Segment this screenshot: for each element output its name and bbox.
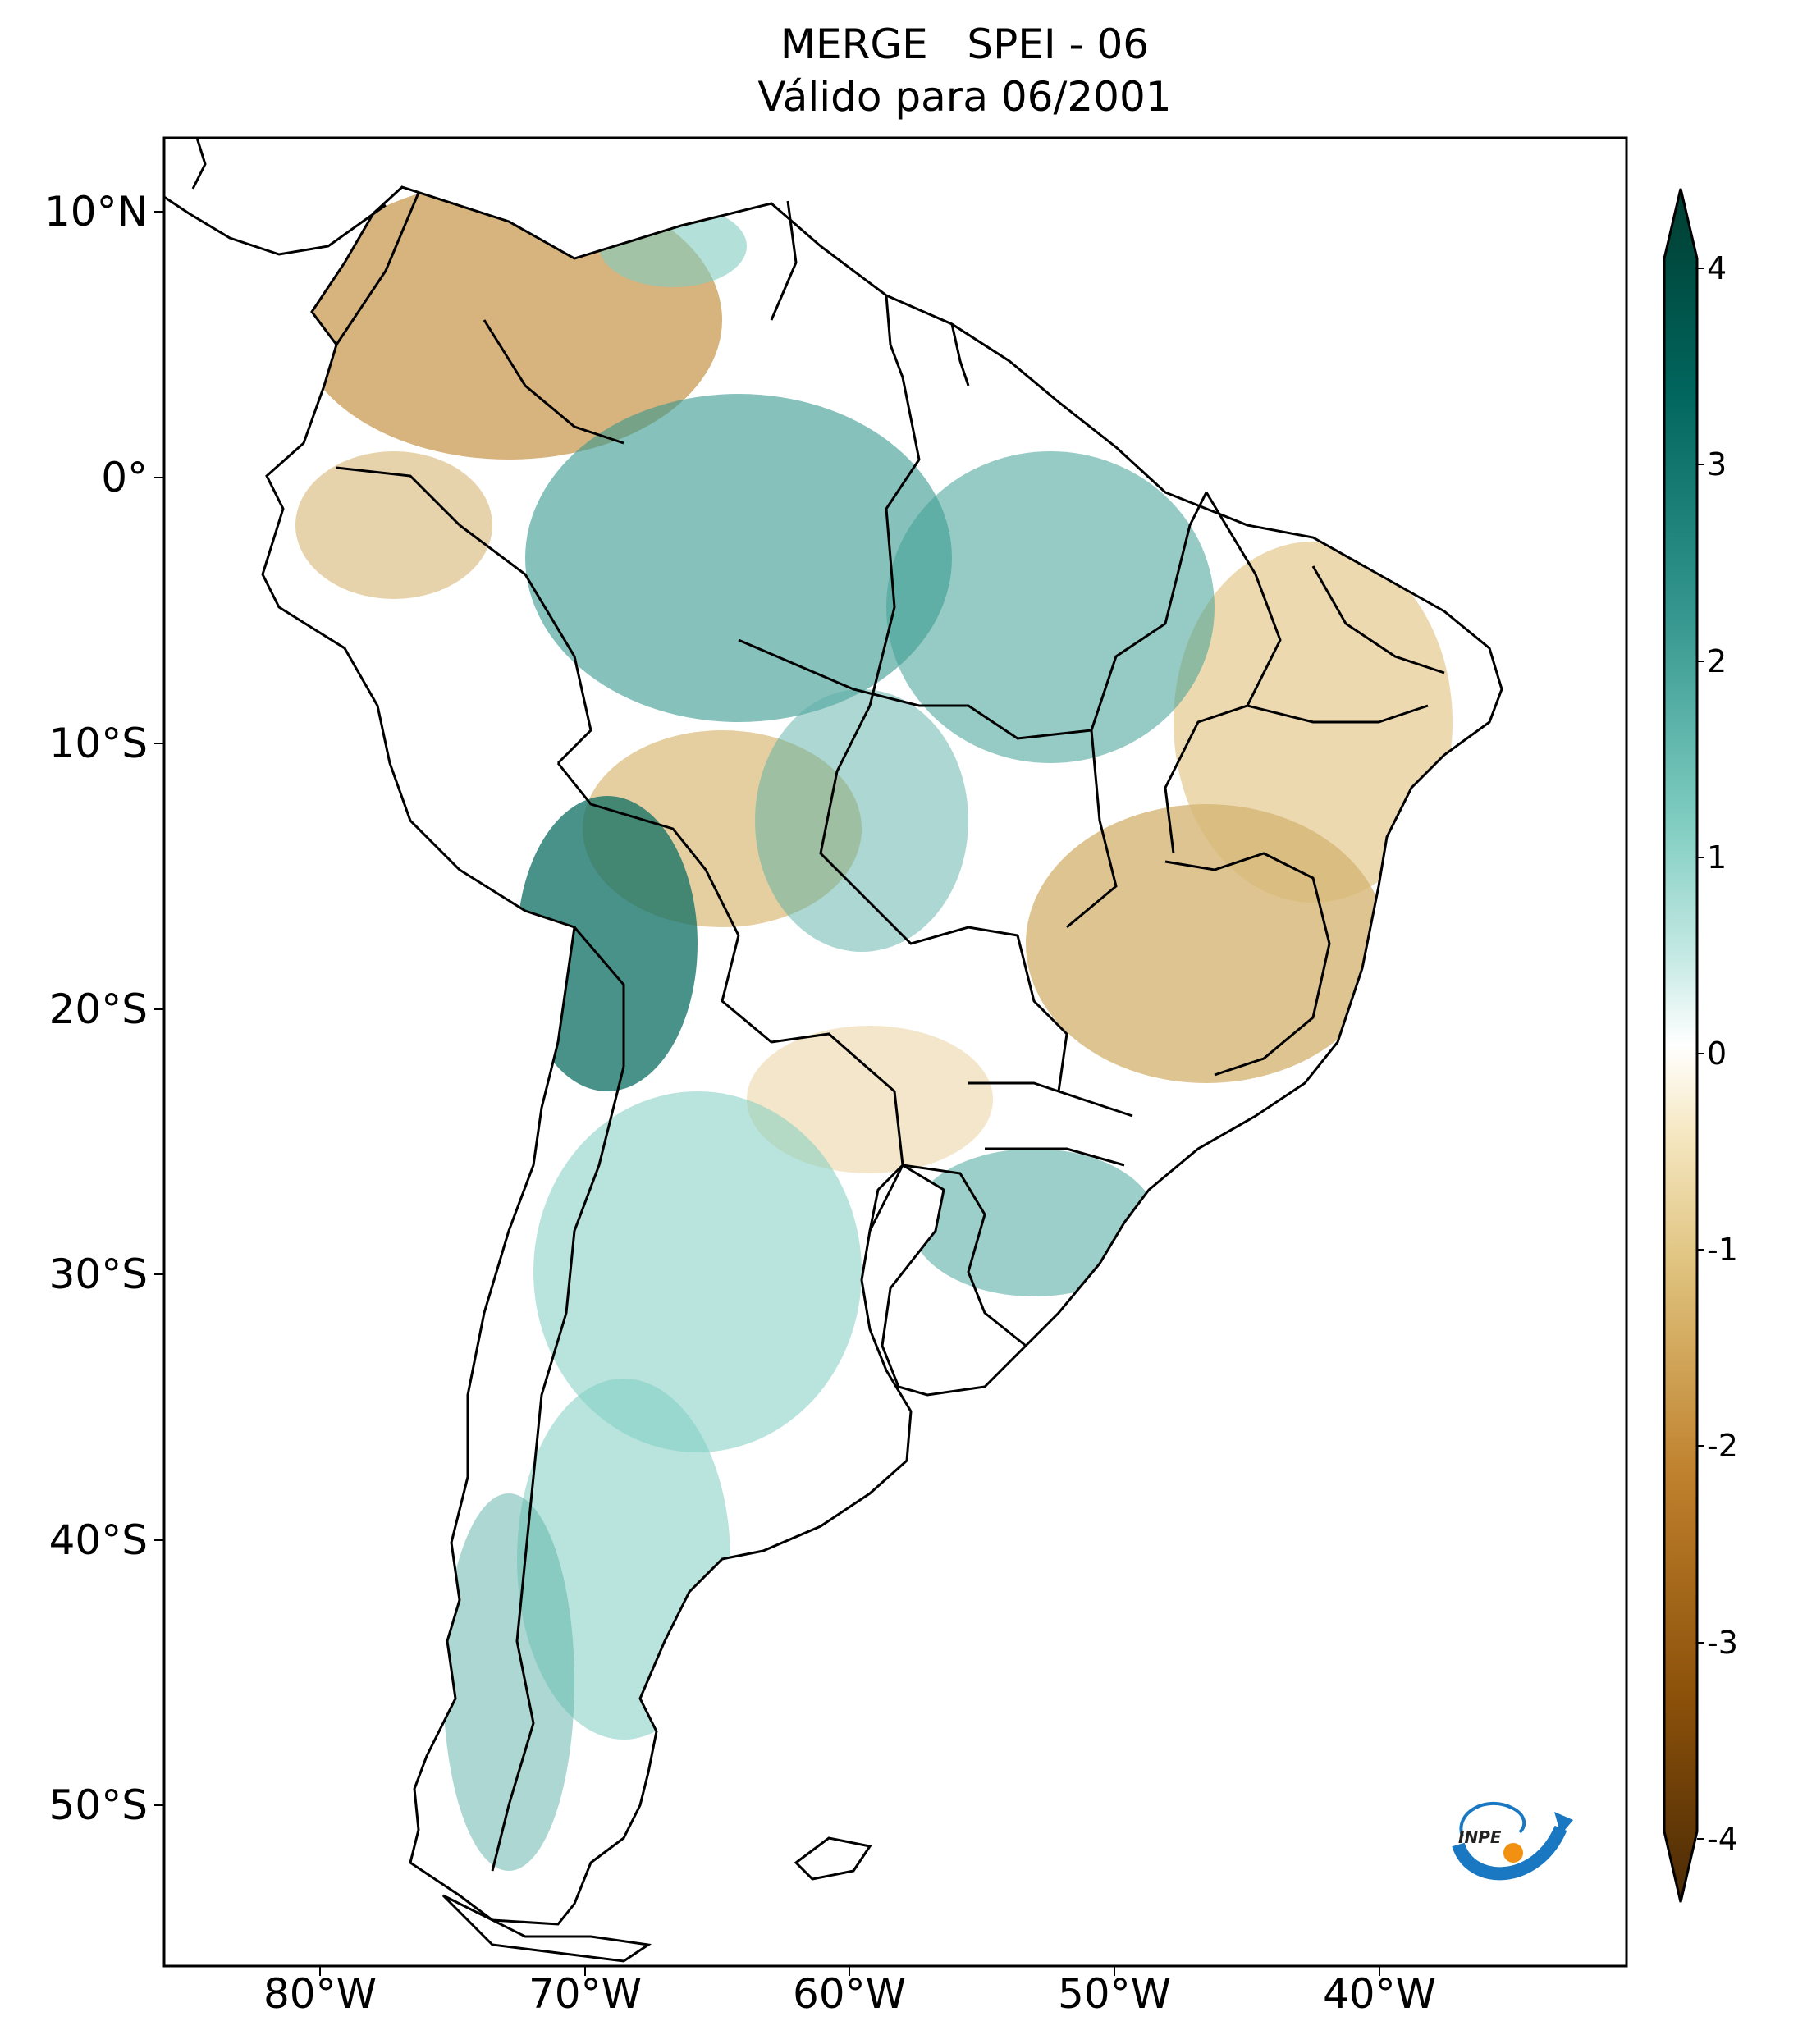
lon-label-60w: 60°W xyxy=(792,1970,907,2018)
colorbar-body xyxy=(1663,188,1699,1903)
tierra-del-fuego xyxy=(441,1894,652,1963)
colorbar-tick-label: 4 xyxy=(1707,250,1727,286)
lat-label-0: 0° xyxy=(101,454,148,501)
lat-label-10n: 10°N xyxy=(43,188,148,235)
state-border-mato-grosso xyxy=(819,705,1018,945)
border-uruguay-brazil xyxy=(902,1164,1027,1347)
colorbar-tick-label: 0 xyxy=(1707,1036,1727,1072)
lon-label-50w: 50°W xyxy=(1057,1970,1172,2018)
wet-region-eastern-amazon xyxy=(886,451,1215,763)
colorbar-tick-label: -2 xyxy=(1707,1428,1738,1464)
border-chile-argentina xyxy=(491,1066,625,1872)
lon-label-40w: 40°W xyxy=(1322,1970,1437,2018)
map-frame xyxy=(162,136,1628,1968)
wet-region-venezuela-coast xyxy=(599,205,747,287)
state-border-santa-catarina xyxy=(985,1147,1125,1167)
state-border-para-amazonas xyxy=(868,377,921,706)
colorbar-tick-label: -4 xyxy=(1707,1821,1738,1857)
border-guyana-suriname xyxy=(885,295,904,378)
state-border-parana xyxy=(968,1081,1133,1118)
logo-arrow-icon xyxy=(1554,1812,1573,1835)
border-bolivia-paraguay xyxy=(721,935,772,1044)
dry-region-central-brazil xyxy=(1026,804,1387,1083)
logo-swoosh-icon xyxy=(1452,1825,1567,1881)
state-border-amazonas xyxy=(738,638,1092,740)
logo-orbit-icon xyxy=(1459,1802,1526,1837)
colorbar-tick-label: 2 xyxy=(1707,643,1727,679)
lat-label-30s: 30°S xyxy=(48,1251,148,1298)
colorbar-tick-label: 1 xyxy=(1707,839,1727,876)
border-chile-argentina-north xyxy=(573,926,625,1067)
dry-region-paraguay xyxy=(747,1026,993,1173)
dry-region-ecuador-peru xyxy=(295,451,492,599)
lat-label-10s: 10°S xyxy=(48,720,148,767)
lat-label-50s: 50°S xyxy=(48,1781,148,1829)
map-subtitle: Válido para 06/2001 xyxy=(757,73,1172,121)
state-border-tocantins-goias xyxy=(1066,729,1118,929)
colorbar-tick-label: -1 xyxy=(1707,1232,1738,1268)
central-america-north xyxy=(191,137,207,190)
colorbar-tick-label: 3 xyxy=(1707,446,1727,482)
country-borders xyxy=(163,137,1503,1963)
map-title: MERGE SPEI - 06 xyxy=(780,21,1150,68)
border-ecuador-peru xyxy=(336,466,461,527)
colorbar-tick-label: -3 xyxy=(1707,1625,1738,1661)
border-peru-bolivia xyxy=(556,762,740,936)
axis-ticks xyxy=(154,211,1380,1976)
inpe-logo: INPE xyxy=(1452,1802,1573,1881)
state-border-ceara-pernambuco xyxy=(1311,565,1445,674)
lon-label-70w: 70°W xyxy=(528,1970,643,2018)
state-border-minas-gerais xyxy=(1164,852,1331,1077)
state-border-para-maranhao xyxy=(1090,492,1208,731)
logo-sun-icon xyxy=(1503,1843,1523,1863)
logo-text: INPE xyxy=(1458,1827,1502,1847)
border-colombia-brazil-west xyxy=(459,524,592,765)
border-venezuela-guyana xyxy=(770,200,798,321)
wet-region-chile-south xyxy=(443,1493,574,1871)
central-america-coast xyxy=(163,195,387,256)
state-border-mato-grosso-do-sul xyxy=(1016,935,1068,1092)
border-paraguay-brazil xyxy=(771,1032,904,1166)
wet-region-argentina-north xyxy=(533,1091,862,1452)
border-panama-colombia xyxy=(335,192,420,345)
state-border-bahia-pernambuco xyxy=(1247,704,1429,724)
lat-label-40s: 40°S xyxy=(48,1516,148,1564)
falkland-islands xyxy=(794,1836,872,1881)
colorbar xyxy=(1663,188,1704,1903)
wet-region-rondonia-mato-grosso xyxy=(755,689,968,952)
lat-label-20s: 20°S xyxy=(48,985,148,1033)
wet-region-western-amazon xyxy=(525,394,952,722)
border-colombia-venezuela xyxy=(483,319,624,445)
wet-region-altiplano xyxy=(517,796,698,1091)
spei-field xyxy=(263,187,1502,1924)
border-suriname-guiana xyxy=(950,323,970,386)
border-argentina-uruguay xyxy=(868,1164,904,1232)
lon-label-80w: 80°W xyxy=(263,1970,377,2018)
